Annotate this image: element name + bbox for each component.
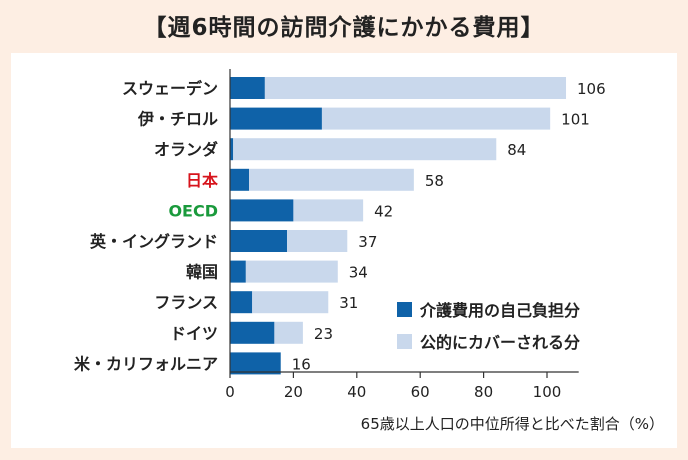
- category-label: スウェーデン: [122, 79, 218, 98]
- category-label: オランダ: [154, 140, 218, 159]
- category-label: 米・カリフォルニア: [74, 354, 218, 373]
- data-label: 31: [339, 294, 358, 312]
- bar-public-coverage: [321, 107, 551, 130]
- bar-public-coverage: [252, 291, 329, 314]
- x-tick-label: 60: [411, 383, 430, 401]
- bar-self-pay: [230, 260, 246, 283]
- bar-self-pay: [230, 138, 234, 161]
- legend-label: 公的にカバーされる分: [420, 333, 580, 352]
- data-label: 58: [425, 172, 444, 190]
- bar-public-coverage: [274, 321, 303, 344]
- bar-public-coverage: [249, 168, 414, 191]
- bar-public-coverage: [287, 230, 348, 252]
- category-label: フランス: [154, 293, 218, 312]
- x-tick-label: 100: [533, 383, 562, 401]
- bar-self-pay: [230, 321, 275, 344]
- bar-public-coverage: [293, 199, 364, 222]
- bar-self-pay: [230, 199, 294, 222]
- bar-self-pay: [230, 291, 253, 314]
- data-label: 106: [577, 80, 606, 98]
- bar-self-pay: [230, 168, 250, 191]
- x-tick-label: 80: [474, 383, 493, 401]
- data-label: 16: [292, 355, 311, 373]
- x-axis-title: 65歳以上人口の中位所得と比べた割合（%）: [361, 415, 664, 433]
- data-label: 84: [507, 141, 526, 159]
- data-label: 23: [314, 325, 333, 343]
- bar-public-coverage: [245, 260, 338, 283]
- category-label: OECD: [168, 201, 218, 220]
- bar-public-coverage: [233, 138, 497, 161]
- legend-swatch: [397, 302, 412, 317]
- category-label: ドイツ: [170, 324, 218, 343]
- data-label: 34: [349, 264, 368, 282]
- category-label: 英・イングランド: [89, 232, 218, 251]
- data-label: 101: [561, 111, 590, 129]
- bar-self-pay: [230, 352, 281, 375]
- x-tick-label: 0: [225, 383, 235, 401]
- chart-title: 【週6時間の訪問介護にかかる費用】: [143, 15, 545, 41]
- x-tick-label: 40: [347, 383, 366, 401]
- category-label: 伊・チロル: [137, 110, 218, 129]
- bar-public-coverage: [264, 77, 567, 99]
- x-tick-label: 20: [284, 383, 303, 401]
- bar-chart: スウェーデン 106 伊・チロル 101 オランダ 84 日本 58 OECD 42 英・イングラン…: [74, 69, 664, 433]
- category-label: 日本: [186, 171, 218, 190]
- chart-panel: スウェーデン 106 伊・チロル 101 オランダ 84 日本 58 OECD 42 英・イングラン…: [11, 53, 677, 448]
- category-label: 韓国: [186, 263, 218, 282]
- legend-label: 介護費用の自己負担分: [419, 301, 580, 320]
- data-label: 42: [374, 202, 393, 220]
- legend-swatch: [397, 334, 412, 349]
- bar-self-pay: [230, 230, 288, 252]
- bar-self-pay: [230, 77, 265, 99]
- bar-self-pay: [230, 107, 322, 130]
- data-label: 37: [358, 233, 377, 251]
